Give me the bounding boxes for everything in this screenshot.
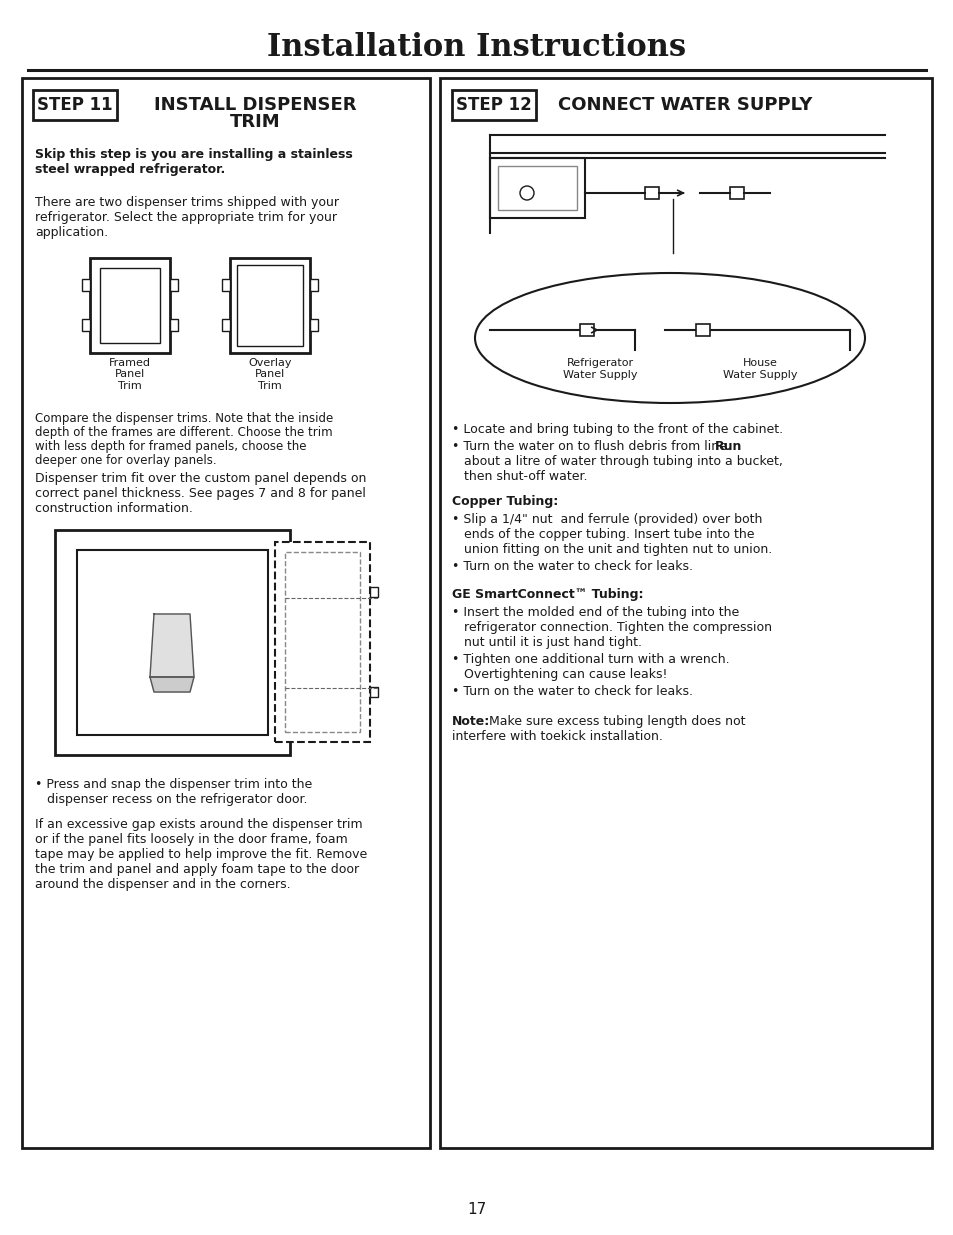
Bar — [274, 542, 370, 742]
Text: • Insert the molded end of the tubing into the: • Insert the molded end of the tubing in… — [452, 606, 739, 619]
Text: If an excessive gap exists around the dispenser trim: If an excessive gap exists around the di… — [35, 818, 362, 831]
Text: STEP 12: STEP 12 — [456, 96, 532, 114]
Bar — [644, 186, 659, 199]
Bar — [439, 78, 931, 1149]
Text: tape may be applied to help improve the fit. Remove: tape may be applied to help improve the … — [35, 848, 367, 861]
Text: Dispenser trim fit over the custom panel depends on: Dispenser trim fit over the custom panel… — [35, 472, 366, 485]
Text: Run: Run — [714, 440, 741, 453]
Bar — [90, 258, 170, 352]
Text: Skip this step is you are installing a stainless: Skip this step is you are installing a s… — [35, 148, 353, 161]
Text: refrigerator connection. Tighten the compression: refrigerator connection. Tighten the com… — [452, 621, 771, 634]
Bar — [77, 550, 268, 735]
Bar — [170, 319, 178, 331]
Text: Installation Instructions: Installation Instructions — [267, 32, 686, 63]
Text: • Turn on the water to check for leaks.: • Turn on the water to check for leaks. — [452, 559, 692, 573]
Text: Refrigerator
Water Supply: Refrigerator Water Supply — [562, 358, 637, 379]
Bar — [33, 90, 117, 120]
Bar — [310, 319, 317, 331]
Text: • Locate and bring tubing to the front of the cabinet.: • Locate and bring tubing to the front o… — [452, 424, 782, 436]
Text: with less depth for framed panels, choose the: with less depth for framed panels, choos… — [35, 440, 306, 453]
Text: ends of the copper tubing. Insert tube into the: ends of the copper tubing. Insert tube i… — [452, 529, 754, 541]
Text: Overlay
Panel
Trim: Overlay Panel Trim — [248, 357, 292, 390]
Text: steel wrapped refrigerator.: steel wrapped refrigerator. — [35, 163, 225, 177]
Text: application.: application. — [35, 226, 108, 240]
Text: Note:: Note: — [452, 715, 490, 727]
Text: depth of the frames are different. Choose the trim: depth of the frames are different. Choos… — [35, 426, 333, 438]
Bar — [82, 319, 90, 331]
Text: CONNECT WATER SUPPLY: CONNECT WATER SUPPLY — [558, 96, 811, 114]
Text: • Turn on the water to check for leaks.: • Turn on the water to check for leaks. — [452, 685, 692, 698]
Bar — [370, 687, 377, 697]
Bar — [170, 279, 178, 291]
Text: around the dispenser and in the corners.: around the dispenser and in the corners. — [35, 878, 291, 890]
Text: Framed
Panel
Trim: Framed Panel Trim — [109, 357, 151, 390]
Bar — [236, 264, 303, 346]
Text: then shut-off water.: then shut-off water. — [452, 471, 587, 483]
Text: or if the panel fits loosely in the door frame, foam: or if the panel fits loosely in the door… — [35, 832, 348, 846]
Text: TRIM: TRIM — [230, 112, 280, 131]
Bar — [55, 530, 290, 755]
Text: House
Water Supply: House Water Supply — [722, 358, 797, 379]
Text: STEP 11: STEP 11 — [37, 96, 112, 114]
Text: Compare the dispenser trims. Note that the inside: Compare the dispenser trims. Note that t… — [35, 412, 333, 425]
Text: • Turn the water on to flush debris from line.: • Turn the water on to flush debris from… — [452, 440, 734, 453]
Text: Overtightening can cause leaks!: Overtightening can cause leaks! — [452, 668, 667, 680]
Text: nut until it is just hand tight.: nut until it is just hand tight. — [452, 636, 641, 650]
Polygon shape — [150, 677, 193, 692]
Bar — [696, 324, 709, 336]
Bar — [82, 279, 90, 291]
Bar — [490, 158, 584, 219]
Text: • Slip a 1/4" nut  and ferrule (provided) over both: • Slip a 1/4" nut and ferrule (provided)… — [452, 513, 761, 526]
Text: about a litre of water through tubing into a bucket,: about a litre of water through tubing in… — [452, 454, 782, 468]
Text: refrigerator. Select the appropriate trim for your: refrigerator. Select the appropriate tri… — [35, 211, 336, 224]
Text: deeper one for overlay panels.: deeper one for overlay panels. — [35, 454, 216, 467]
Text: the trim and panel and apply foam tape to the door: the trim and panel and apply foam tape t… — [35, 863, 358, 876]
Text: 17: 17 — [467, 1203, 486, 1218]
Text: • Press and snap the dispenser trim into the: • Press and snap the dispenser trim into… — [35, 778, 312, 790]
Bar — [230, 258, 310, 352]
Bar — [222, 319, 230, 331]
Ellipse shape — [475, 273, 864, 403]
Circle shape — [519, 186, 534, 200]
Text: union fitting on the unit and tighten nut to union.: union fitting on the unit and tighten nu… — [452, 543, 771, 556]
Bar — [310, 279, 317, 291]
Text: interfere with toekick installation.: interfere with toekick installation. — [452, 730, 662, 743]
Bar — [579, 324, 594, 336]
Text: Make sure excess tubing length does not: Make sure excess tubing length does not — [484, 715, 744, 727]
Bar — [285, 552, 359, 732]
Polygon shape — [150, 614, 193, 677]
Bar — [22, 78, 430, 1149]
Text: There are two dispenser trims shipped with your: There are two dispenser trims shipped wi… — [35, 196, 338, 209]
Text: Copper Tubing:: Copper Tubing: — [452, 495, 558, 508]
Bar — [497, 165, 577, 210]
Text: • Tighten one additional turn with a wrench.: • Tighten one additional turn with a wre… — [452, 653, 729, 666]
Text: dispenser recess on the refrigerator door.: dispenser recess on the refrigerator doo… — [35, 793, 307, 806]
Bar — [222, 279, 230, 291]
Bar — [370, 587, 377, 597]
Bar — [729, 186, 743, 199]
Text: correct panel thickness. See pages 7 and 8 for panel: correct panel thickness. See pages 7 and… — [35, 487, 366, 500]
Text: INSTALL DISPENSER: INSTALL DISPENSER — [153, 96, 355, 114]
Bar — [100, 268, 160, 342]
Text: construction information.: construction information. — [35, 501, 193, 515]
Text: GE SmartConnect™ Tubing:: GE SmartConnect™ Tubing: — [452, 588, 643, 601]
Bar — [452, 90, 536, 120]
